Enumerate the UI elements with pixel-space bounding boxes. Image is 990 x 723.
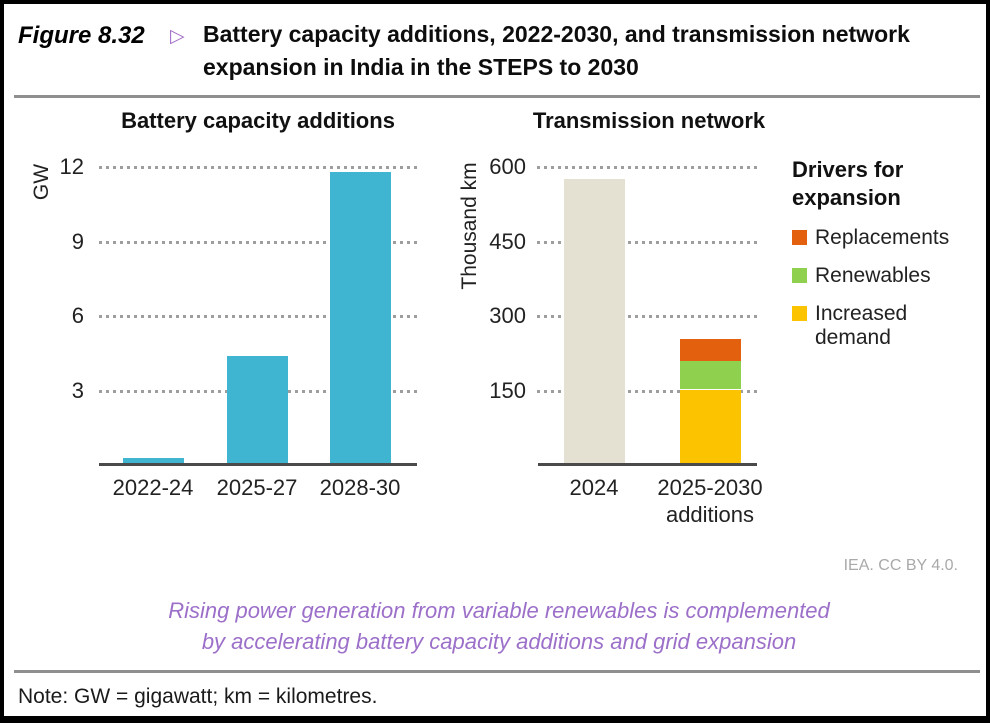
- renewables-swatch-icon: [792, 268, 807, 283]
- y-tick-label: 300: [489, 303, 526, 328]
- figure-title: Battery capacity additions, 2022-2030, a…: [203, 18, 978, 84]
- figure-title-line2: expansion in India in the STEPS to 2030: [203, 54, 639, 80]
- bar-segment-increased-demand: [679, 389, 741, 465]
- bar-segment-renewables: [679, 361, 741, 390]
- header-divider: [14, 95, 980, 98]
- legend-item-replacements: Replacements: [792, 226, 982, 250]
- figure-number-label: Figure 8.32: [18, 22, 145, 49]
- gridline: [537, 389, 761, 393]
- y-tick-label: 6: [71, 303, 84, 328]
- battery-chart-title: Battery capacity additions: [121, 108, 395, 133]
- y-tick-label: 12: [59, 154, 84, 179]
- y-tick-label: 450: [489, 228, 526, 254]
- legend-item-label: Increased demand: [815, 302, 908, 349]
- gridline: [99, 240, 417, 244]
- legend-item-label: Renewables: [815, 264, 931, 287]
- figure-note: Note: GW = gigawatt; km = kilometres.: [18, 685, 378, 708]
- increased-demand-swatch-icon: [792, 306, 807, 321]
- bar: [563, 179, 625, 465]
- legend-drivers-for-expansion: Drivers for expansion Replacements Renew…: [792, 156, 982, 364]
- figure-title-line1: Battery capacity additions, 2022-2030, a…: [203, 21, 910, 47]
- gridline: [537, 240, 761, 244]
- x-axis-line: [538, 463, 757, 466]
- x-axis-line: [99, 463, 417, 466]
- x-category-label: 2024: [569, 475, 619, 500]
- bar-segment-replacements: [679, 338, 741, 362]
- gridline: [537, 315, 761, 318]
- iea-license-credit: IEA. CC BY 4.0.: [843, 557, 958, 574]
- footer-divider: [14, 670, 980, 673]
- y-tick-label: 600: [489, 154, 526, 179]
- bar: [329, 171, 391, 465]
- legend-item-increased-demand: Increased demand: [792, 302, 982, 350]
- transmission-y-axis-unit: Thousand km: [458, 162, 481, 290]
- legend-item-renewables: Renewables: [792, 264, 982, 288]
- y-tick-label: 9: [71, 228, 84, 254]
- y-tick-label: 150: [489, 377, 526, 403]
- legend-item-label: Replacements: [815, 226, 950, 249]
- figure-arrow-icon: ▷: [170, 26, 185, 47]
- x-category-label: 2022-24: [112, 475, 194, 500]
- transmission-chart-title: Transmission network: [532, 108, 766, 133]
- replacements-swatch-icon: [792, 230, 807, 245]
- legend-title: Drivers for expansion: [792, 157, 904, 210]
- bar: [122, 457, 184, 465]
- x-category-label: 2028-30: [319, 475, 401, 500]
- y-tick-label: 3: [71, 377, 84, 403]
- gridline: [99, 315, 417, 318]
- x-category-label: 2025-2030 additions: [657, 475, 763, 527]
- subtitle-line1: Rising power generation from variable re…: [168, 598, 830, 623]
- x-category-label: 2025-27: [216, 475, 298, 500]
- subtitle-line2: by accelerating battery capacity additio…: [201, 629, 797, 654]
- figure-takeaway-subtitle: Rising power generation from variable re…: [74, 595, 924, 657]
- gridline: [99, 166, 417, 169]
- bar: [226, 355, 288, 465]
- gridline: [537, 166, 761, 169]
